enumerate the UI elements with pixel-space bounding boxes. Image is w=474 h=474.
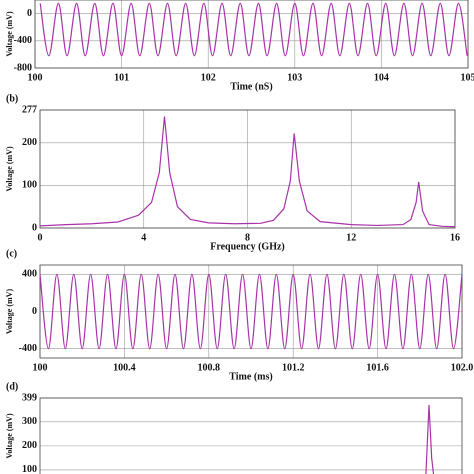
waveform <box>39 273 463 350</box>
y-tick-label: 300 <box>22 416 37 427</box>
x-tick-label: 101 <box>114 72 129 83</box>
y-axis-label: Voltage (mV) <box>5 11 14 57</box>
panel-label: (d) <box>6 381 18 392</box>
waveform <box>39 2 468 57</box>
y-axis-label: Voltage (mV) <box>5 289 14 335</box>
x-tick-label: 103 <box>287 72 302 83</box>
x-tick-label: 105 <box>461 72 474 83</box>
x-tick-label: 0 <box>38 232 43 243</box>
waveform <box>425 404 435 474</box>
x-tick-label: 102 <box>201 72 216 83</box>
panel: 100 101 102 103 104 105 -800 -400 0 Time (nS) Volt… <box>5 0 474 92</box>
plot-area <box>40 398 462 474</box>
x-tick-label: 8 <box>245 232 250 243</box>
y-axis-label: Voltage (mV) <box>5 146 14 192</box>
y-tick-label: 400 <box>22 269 37 280</box>
x-tick-label: 100 <box>33 362 48 373</box>
x-tick-label: 16 <box>450 232 460 243</box>
x-tick-label: 101.2 <box>282 362 305 373</box>
x-tick-label: 100 <box>28 72 43 83</box>
x-axis-label: Time (ms) <box>229 371 272 382</box>
plot-frame <box>39 109 456 229</box>
y-tick-label: -400 <box>14 35 32 46</box>
y-tick-label: -400 <box>19 343 37 354</box>
x-tick-label: 100.8 <box>198 362 221 373</box>
y-tick-label: 100 <box>22 180 37 191</box>
waveform <box>39 116 456 228</box>
x-axis-label: Time (nS) <box>230 81 272 92</box>
x-tick-label: 101.6 <box>366 362 389 373</box>
y-tick-label: 100 <box>22 464 37 474</box>
x-tick-label: 12 <box>346 232 356 243</box>
y-tick-label: 200 <box>22 137 37 148</box>
panel-label: (c) <box>6 248 17 259</box>
y-tick-label: 200 <box>22 440 37 451</box>
y-tick-label: 0 <box>32 306 37 317</box>
panel: 0 4 8 12 16 0 100 200 277 (b) Frequency (GHz) Volta… <box>5 93 460 252</box>
plot-frame <box>39 397 463 474</box>
plot-frame <box>39 264 463 359</box>
y-tick-label: 399 <box>22 392 37 403</box>
plot-frame <box>34 0 469 69</box>
y-axis-label: Voltage (mV) <box>5 413 14 459</box>
y-tick-label: 0 <box>27 8 32 19</box>
y-tick-label: 277 <box>22 104 37 115</box>
panel-label: (b) <box>6 93 18 104</box>
panel: 100 200 300 399 (d) Voltage (mV) <box>5 381 463 474</box>
x-tick-label: 4 <box>141 232 146 243</box>
x-axis-label: Frequency (GHz) <box>210 241 285 252</box>
panel: 100 100.4 100.8 101.2 101.6 102.0 -400 0 400 (c) T… <box>5 248 473 382</box>
y-tick-label: -800 <box>14 62 32 73</box>
x-tick-label: 102.0 <box>451 362 474 373</box>
x-tick-label: 104 <box>374 72 389 83</box>
x-tick-label: 100.4 <box>113 362 136 373</box>
y-tick-label: 0 <box>32 222 37 233</box>
